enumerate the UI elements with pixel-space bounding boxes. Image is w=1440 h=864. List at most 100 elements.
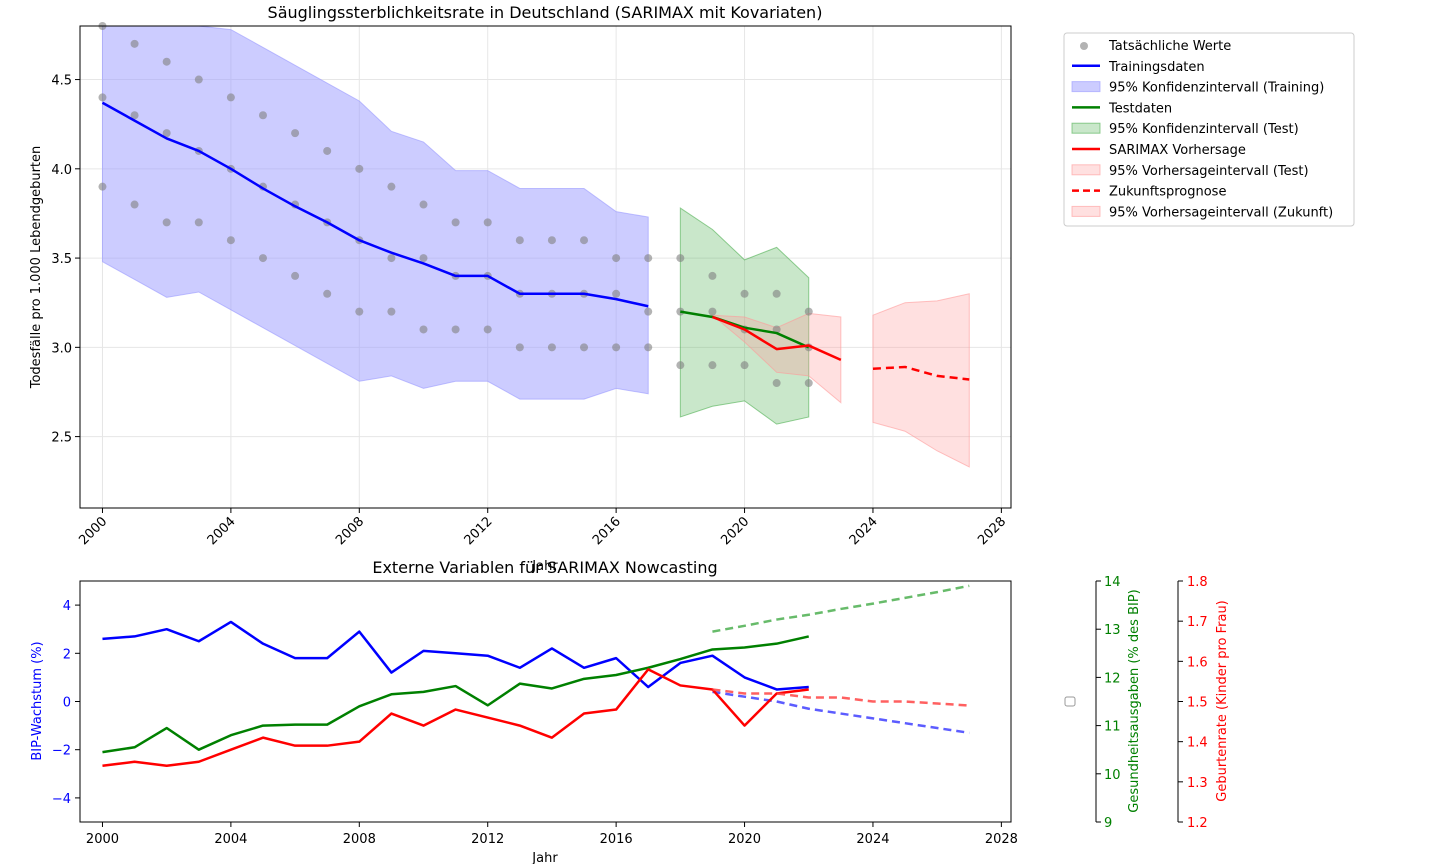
right-tick-label-health: 9 [1104,816,1112,831]
actual-value-point [708,271,717,280]
actual-value-point [483,218,492,227]
actual-value-point [451,218,460,227]
actual-value-point [355,307,364,316]
right-tick-label-birth: 1.5 [1187,696,1208,711]
y-tick-label: 4 [63,599,71,614]
x-tick-label: 2012 [471,832,504,847]
legend-label: Zukunftsprognose [1109,185,1226,200]
legend-label: Testdaten [1108,101,1172,116]
actual-value-point [676,361,685,370]
gdp-growth-line [102,620,809,691]
test-line [680,310,810,349]
birth-rate-forecast-line [712,688,970,707]
actual-value-point [130,39,139,48]
y-tick-label: 3.0 [51,341,72,356]
y-tick-label: 2.5 [51,431,72,446]
actual-value-point [419,325,428,334]
empty-legend-marker [1064,696,1076,707]
actual-value-point [291,129,300,138]
legend-label: Tatsächliche Werte [1108,39,1231,54]
actual-value-point [804,379,813,388]
actual-value-point [515,236,524,245]
right-tick-label-health: 13 [1104,623,1121,638]
legend-label: 95% Konfidenzintervall (Test) [1109,122,1299,137]
actual-value-point [258,254,267,263]
actual-value-point [772,289,781,298]
y-tick-label: 4.5 [51,74,72,89]
x-tick-label: 2008 [343,832,376,847]
main-chart-title: Säuglingssterblichkeitsrate in Deutschla… [268,3,823,22]
right-tick-label-health: 11 [1104,720,1121,735]
right-tick-label-health: 12 [1104,671,1121,686]
birth-rate-line [102,668,809,768]
right-tick-label-birth: 1.2 [1187,816,1208,831]
actual-value-point [644,343,653,352]
actual-value-point [130,200,139,209]
legend-label: 95% Vorhersageintervall (Zukunft) [1109,205,1333,220]
actual-value-point [387,254,396,263]
actual-value-point [580,343,589,352]
actual-value-point [451,325,460,334]
actual-value-point [355,164,364,173]
legend-patch-swatch [1071,81,1101,93]
covariates-chart-lines [102,584,970,768]
legend-label: 95% Vorhersageintervall (Test) [1109,164,1309,179]
covariates-chart-title: Externe Variablen für SARIMAX Nowcasting [372,558,717,577]
ci-band-forecast-future [872,293,970,468]
covariates-chart-ylabel-birth: Geburtenrate (Kinder pro Frau) [1215,600,1230,802]
covariates-chart-ylabel: BIP-Wachstum (%) [30,641,45,760]
y-tick-label: 0 [63,696,71,711]
covariates-chart-x-axis: 2000 2004 2008 2012 2016 2020 2024 2028 [86,822,1018,847]
actual-value-point [740,289,749,298]
y-tick-label: −2 [52,744,71,759]
legend-patch-swatch [1071,164,1101,176]
actual-value-point [644,254,653,263]
main-chart-ylabel: Todesfälle pro 1.000 Lebendgeburten [29,146,44,390]
legend-patch-swatch [1071,122,1101,134]
covariates-chart-xlabel: Jahr [531,851,558,864]
ci-band-test [679,207,810,425]
right-tick-label-health: 14 [1104,575,1121,590]
right-tick-label-health: 10 [1104,768,1121,783]
legend-label: SARIMAX Vorhersage [1109,143,1246,158]
actual-value-point [387,182,396,191]
actual-value-point [515,343,524,352]
x-tick-label: 2004 [214,832,247,847]
main-chart-frame [79,25,1012,509]
future-forecast-line [872,365,970,381]
actual-value-point [708,307,717,316]
actual-value-point [98,182,107,191]
gdp-growth-forecast-line [712,690,970,735]
actual-value-point [580,236,589,245]
actual-value-point [740,361,749,370]
covariates-chart-right-axis-birth: 1.2 1.3 1.4 1.5 1.6 1.7 1.8 [1178,575,1208,831]
main-chart-xlabel: Jahr [531,559,558,574]
actual-value-point [226,236,235,245]
covariates-chart-right-axis-health: 9 10 11 12 13 14 [1096,575,1121,831]
health-spending-forecast-line [712,584,970,633]
actual-value-point [387,307,396,316]
actual-value-point [162,129,171,138]
x-tick-label: 2028 [985,832,1018,847]
training-line [101,101,649,308]
actual-value-point [547,343,556,352]
covariates-chart: Externe Variablen für SARIMAX Nowcasting… [30,558,1230,864]
actual-value-point [644,307,653,316]
legend-marker-actual [1080,42,1088,50]
actual-value-point [258,111,267,120]
legend-label: 95% Konfidenzintervall (Training) [1109,81,1324,96]
y-tick-label: −4 [52,792,71,807]
actual-value-point [676,254,685,263]
covariates-chart-y-axis: −4 −2 0 2 4 [52,599,80,807]
actual-value-point [419,200,428,209]
main-chart-grid [80,26,1011,508]
actual-value-point [162,218,171,227]
main-chart-lines [101,101,970,381]
actual-value-point [804,307,813,316]
actual-value-point [323,146,332,155]
right-tick-label-birth: 1.6 [1187,655,1208,670]
x-tick-label: 2000 [86,832,119,847]
y-tick-label: 3.5 [51,252,72,267]
actual-value-point [483,325,492,334]
actual-value-point [130,111,139,120]
